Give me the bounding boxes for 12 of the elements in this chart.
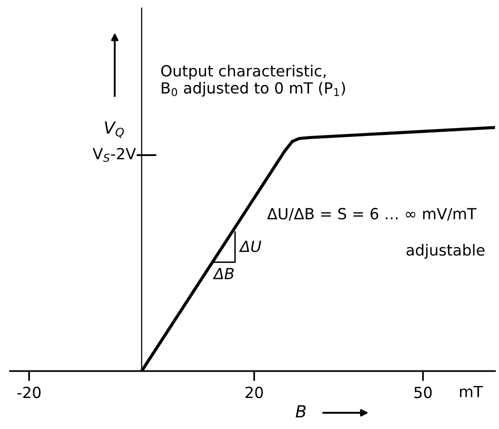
annotation: V$_{S}$-2V	[92, 148, 136, 162]
x-tick-label: -20	[17, 386, 41, 398]
annotation: adjustable	[406, 244, 484, 259]
annotation: ΔU/ΔB = S = 6 … ∞ mV/mT	[267, 208, 477, 221]
text: Output characteristic, B$_{0}$ adjusted to 0 mT (P$_{1}$)	[161, 64, 345, 97]
text: mT	[460, 386, 483, 398]
annotation: ΔU	[238, 240, 262, 252]
annotation: ΔB	[212, 268, 234, 280]
x-tick-label: 20	[246, 386, 263, 398]
y-axis-title: V$_{Q}$	[104, 121, 124, 138]
x-tick-label: 50	[414, 386, 432, 398]
x-axis-title: B	[296, 405, 306, 418]
